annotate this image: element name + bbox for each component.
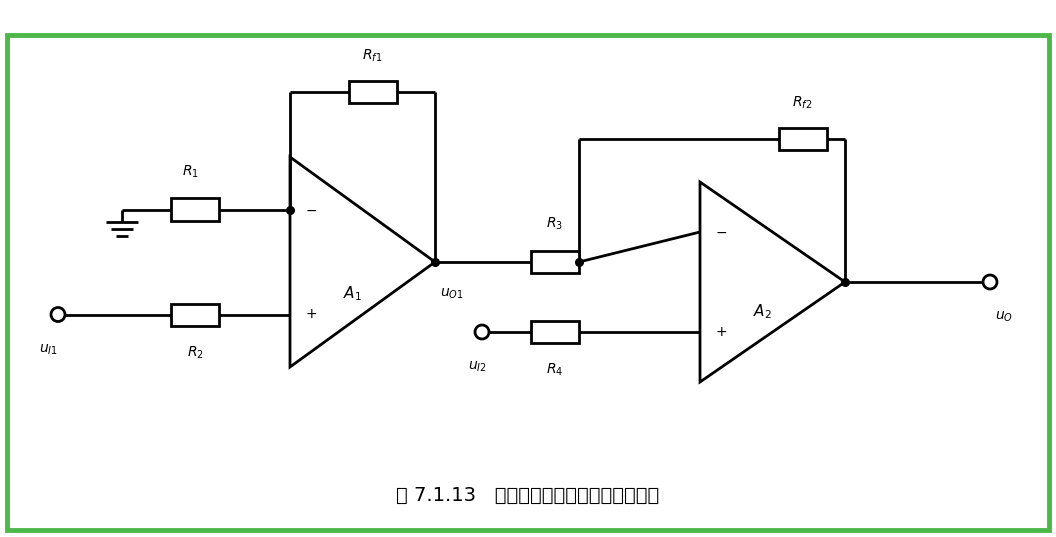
Text: $R_1$: $R_1$: [182, 163, 199, 179]
Text: $-$: $-$: [305, 202, 317, 216]
Bar: [348, 81, 396, 103]
Text: $R_2$: $R_2$: [187, 345, 204, 361]
Text: $R_{f2}$: $R_{f2}$: [792, 95, 813, 111]
Text: $+$: $+$: [305, 308, 317, 322]
Text: $+$: $+$: [715, 325, 728, 339]
Bar: [531, 321, 579, 343]
Polygon shape: [290, 157, 435, 367]
Text: $-$: $-$: [715, 225, 728, 239]
Bar: [531, 251, 579, 273]
Text: $R_4$: $R_4$: [546, 362, 564, 379]
Text: $u_{I2}$: $u_{I2}$: [468, 360, 487, 374]
Bar: [778, 128, 827, 150]
Text: 图 7.1.13   高输入电阻的差分比例运算电路: 图 7.1.13 高输入电阻的差分比例运算电路: [396, 485, 660, 504]
Bar: [171, 303, 219, 325]
Text: $A_{1}$: $A_{1}$: [343, 284, 362, 303]
Bar: [171, 199, 219, 221]
Text: $R_3$: $R_3$: [547, 215, 564, 232]
Text: $u_{I1}$: $u_{I1}$: [39, 343, 57, 357]
Text: $A_{2}$: $A_{2}$: [753, 303, 772, 321]
Polygon shape: [700, 182, 845, 382]
Text: $u_O$: $u_O$: [995, 310, 1013, 324]
FancyBboxPatch shape: [7, 35, 1049, 530]
Text: $u_{O1}$: $u_{O1}$: [440, 287, 464, 301]
Text: $R_{f1}$: $R_{f1}$: [362, 48, 382, 64]
